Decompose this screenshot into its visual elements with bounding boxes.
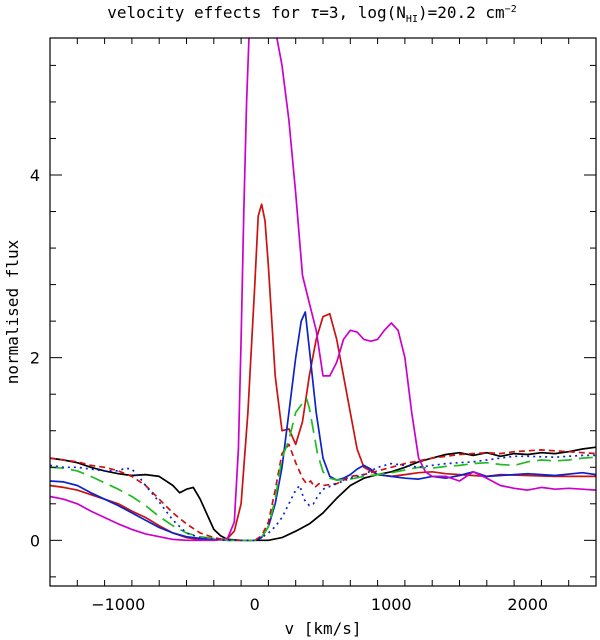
y-tick-label: 0 [30, 531, 40, 550]
series-line-6 [50, 397, 596, 542]
chart-title-tail: )=20.2 cm [418, 3, 505, 22]
chart-title-eq: =3, log(N [319, 3, 406, 22]
chart-title-main: velocity effects for [107, 3, 309, 22]
plot-frame [49, 37, 597, 587]
series-line-2 [50, 203, 596, 542]
series-line-1 [50, 446, 596, 542]
y-axis-label: normalised flux [3, 239, 22, 384]
series-line-5 [50, 443, 596, 542]
x-tick-label: 1000 [371, 595, 412, 614]
x-tick-label: −1000 [91, 595, 145, 614]
series-layer [50, 38, 596, 542]
chart-title-sub: HI [406, 14, 418, 25]
chart-title-sup: −2 [505, 4, 517, 15]
x-tick-label: 0 [250, 595, 260, 614]
x-tick-label: 2000 [507, 595, 548, 614]
y-tick-label: 2 [30, 349, 40, 368]
chart-title-tau: τ [310, 3, 320, 22]
series-line-4 [50, 38, 596, 542]
series-line-7 [50, 454, 596, 542]
chart-title: velocity effects for τ=3, log(NHI)=20.2 … [107, 3, 516, 25]
series-line-3 [50, 311, 596, 542]
y-tick-label: 4 [30, 166, 40, 185]
x-axis-label: v [km/s] [284, 619, 361, 638]
ticks-layer: −1000 0 1000 2000 0 2 4 [30, 38, 597, 614]
